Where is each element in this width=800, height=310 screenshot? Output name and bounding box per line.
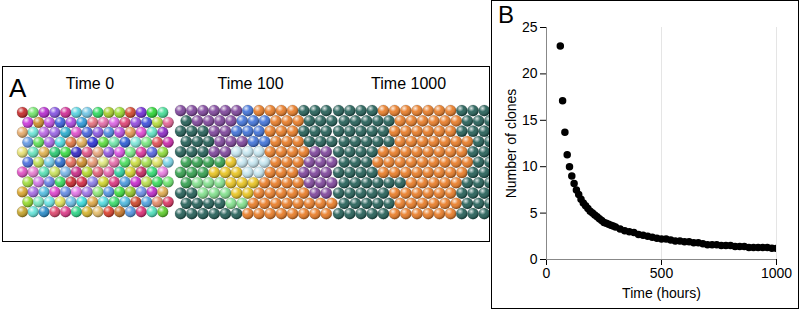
svg-text:15: 15 [522, 112, 538, 128]
svg-text:Number of clones: Number of clones [503, 89, 519, 199]
svg-text:10: 10 [522, 158, 538, 174]
svg-text:500: 500 [650, 265, 674, 281]
html-text:B: B [498, 1, 514, 28]
svg-text:Time 1000: Time 1000 [371, 75, 446, 92]
svg-text:20: 20 [522, 65, 538, 81]
svg-text:1000: 1000 [761, 265, 792, 281]
svg-text:5: 5 [530, 205, 538, 221]
svg-text:A: A [9, 73, 27, 103]
svg-text:0: 0 [530, 251, 538, 267]
svg-text:Time (hours): Time (hours) [622, 285, 701, 301]
svg-text:0: 0 [543, 265, 551, 281]
svg-text:25: 25 [522, 19, 538, 35]
svg-text:Time 0: Time 0 [66, 75, 114, 92]
svg-text:Time 100: Time 100 [218, 75, 284, 92]
